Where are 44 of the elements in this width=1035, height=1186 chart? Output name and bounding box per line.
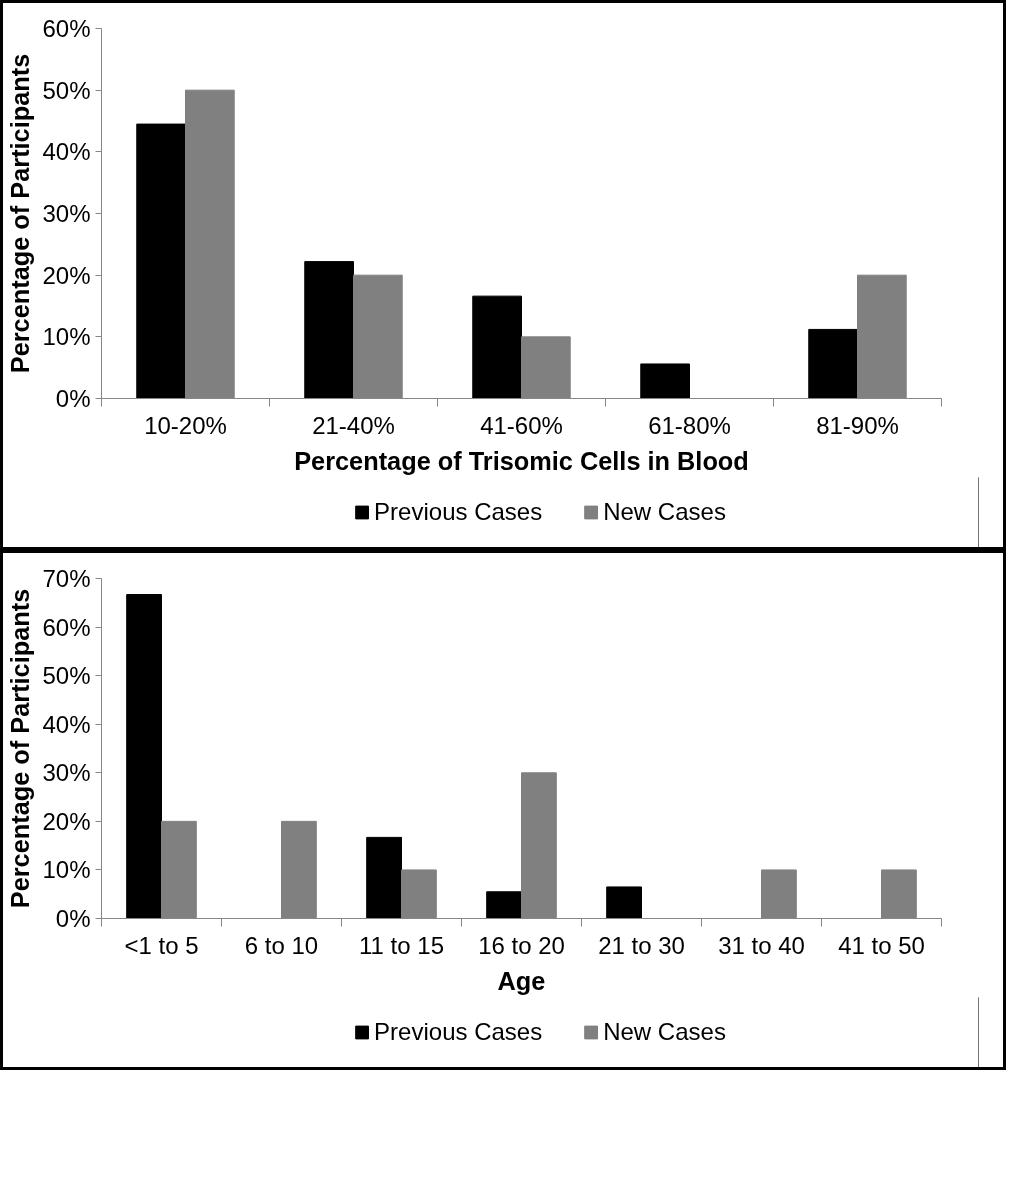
y-tick-label: 20% (42, 807, 91, 835)
bar (606, 886, 642, 919)
bar (366, 836, 402, 919)
y-tick-label: 60% (42, 613, 91, 641)
y-axis-title: Percentage of Participants (6, 53, 35, 374)
y-tick-label: 20% (42, 261, 91, 289)
x-tick-label: 10-20% (144, 411, 227, 439)
y-axis-title: Percentage of Participants (6, 588, 35, 909)
y-tick-label: 40% (42, 138, 91, 166)
legend-label: Previous Cases (374, 498, 543, 526)
legend-label: New Cases (603, 1018, 726, 1046)
y-tick-label: 10% (42, 323, 91, 351)
legend-label: Previous Cases (374, 1018, 543, 1046)
y-tick-label: 0% (55, 905, 91, 932)
x-axis-title: Age (497, 966, 546, 995)
bar (640, 363, 690, 399)
x-axis-title: Percentage of Trisomic Cells in Blood (294, 446, 749, 475)
x-tick-label: 41-60% (480, 411, 563, 439)
x-tick-label: <1 to 5 (124, 931, 199, 959)
x-tick-label: 61-80% (648, 411, 731, 439)
y-tick-label: 70% (42, 565, 91, 592)
bar (136, 123, 186, 399)
y-tick-label: 10% (42, 856, 91, 884)
x-tick-label: 21 to 30 (598, 931, 685, 959)
y-tick-label: 0% (55, 385, 91, 412)
x-tick-label: 31 to 40 (718, 931, 805, 959)
x-tick-label: 21-40% (312, 411, 395, 439)
bar (808, 328, 858, 399)
bar (126, 594, 162, 919)
legend-label: New Cases (603, 498, 726, 526)
y-tick-label: 40% (42, 710, 91, 738)
x-tick-label: 16 to 20 (478, 931, 565, 959)
y-tick-label: 30% (42, 759, 91, 787)
y-tick-label: 60% (42, 15, 91, 42)
x-tick-label: 11 to 15 (359, 931, 444, 959)
y-tick-label: 50% (42, 662, 91, 690)
y-tick-label: 30% (42, 200, 91, 227)
y-tick-label: 50% (42, 76, 91, 104)
bar (304, 261, 354, 399)
x-tick-label: 41 to 50 (838, 931, 925, 959)
x-tick-label: 81-90% (816, 411, 899, 439)
bar (486, 891, 522, 919)
bar (472, 295, 522, 399)
x-tick-label: 6 to 10 (244, 931, 319, 959)
